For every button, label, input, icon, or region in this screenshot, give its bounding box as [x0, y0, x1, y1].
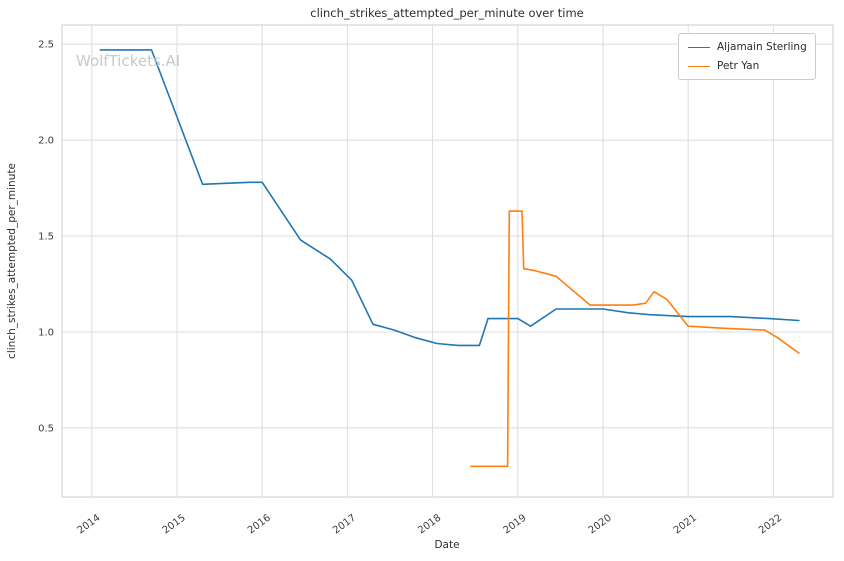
y-tick-label: 1.0 [38, 327, 54, 338]
x-tick-label: 2016 [246, 513, 273, 537]
sterling-line-swatch [688, 46, 710, 48]
yan-line-swatch [688, 65, 710, 67]
x-tick-label: 2022 [757, 513, 784, 537]
legend-label-sterling: Aljamain Sterling [717, 41, 807, 53]
x-tick-label: 2018 [416, 513, 443, 537]
legend-item: Petr Yan [688, 60, 806, 72]
x-tick-label: 2015 [161, 513, 188, 537]
x-tick-label: 2019 [501, 513, 528, 537]
y-tick-label: 0.5 [38, 423, 54, 434]
x-tick-label: 2017 [331, 513, 358, 537]
x-tick-label: 2020 [587, 513, 614, 537]
legend-item: Aljamain Sterling [688, 41, 807, 53]
y-tick-label: 2.5 [38, 40, 54, 51]
y-tick-label: 2.0 [38, 136, 54, 147]
plot-frame [61, 24, 834, 498]
chart-title: clinch_strikes_attempted_per_minute over… [310, 6, 583, 20]
tick-labels: 0.5 1.0 1.5 2.0 2.5 2014 2015 2016 2017 2018 2019 2… [38, 40, 784, 537]
gridlines [62, 25, 833, 497]
series-lines [99, 49, 800, 468]
chart-legend: Aljamain Sterling Petr Yan [678, 33, 816, 80]
x-tick-label: 2014 [76, 513, 103, 537]
x-tick-label: 2021 [672, 513, 699, 537]
y-axis-label: clinch_strikes_attempted_per_minute [6, 163, 18, 359]
legend-label-yan: Petr Yan [717, 60, 760, 72]
x-axis-label: Date [434, 539, 459, 551]
watermark: WolfTickets.AI [76, 52, 180, 70]
y-tick-label: 1.5 [38, 232, 54, 243]
